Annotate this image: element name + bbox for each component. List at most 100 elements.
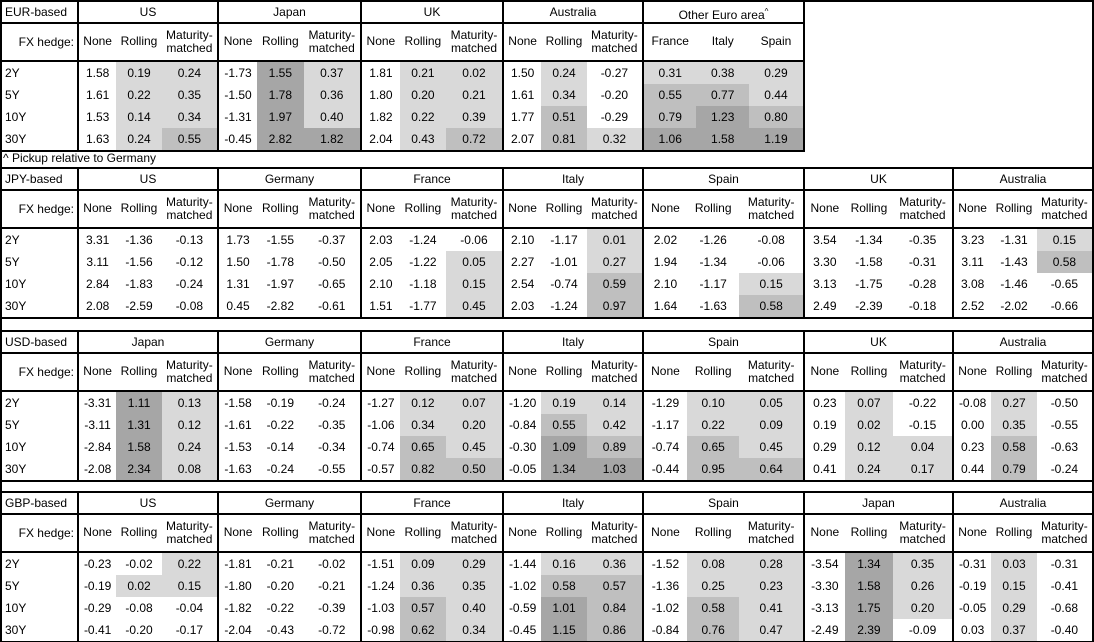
hedge-header: None <box>958 525 987 540</box>
value-cell: 1.15 <box>541 619 587 641</box>
value-cell: 1.06 <box>644 128 697 150</box>
hedge-header: None <box>366 34 396 49</box>
value-cell: 2.04 <box>369 132 393 146</box>
hedge-header: Spain <box>760 34 792 49</box>
data-row: 3.08 -1.46 -0.65 <box>954 273 1092 295</box>
value-cell: 1.77 <box>510 110 535 124</box>
data-row: 1.82 0.22 0.39 <box>362 106 502 128</box>
value-cell: 0.23 <box>960 440 985 454</box>
value-cell: -0.55 <box>318 462 346 476</box>
hedge-header: Rolling <box>545 201 583 216</box>
value-cell: 0.50 <box>445 458 502 480</box>
value-cell: 1.11 <box>116 392 162 414</box>
value-cell: -0.41 <box>83 623 112 637</box>
value-cell: 0.22 <box>161 553 217 575</box>
hedge-header: Rolling <box>545 525 583 540</box>
value-cell: 2.10 <box>653 277 678 291</box>
hedge-header: Maturity-matched <box>1041 518 1088 546</box>
value-cell: 1.19 <box>748 128 803 150</box>
data-row: -1.61 -0.22 -0.35 <box>219 414 360 436</box>
value-cell: 0.86 <box>586 619 642 641</box>
country-header: Italy <box>504 169 642 191</box>
value-cell: 0.29 <box>813 440 837 454</box>
hedge-header: None <box>366 201 396 216</box>
value-cell: 0.02 <box>445 62 502 84</box>
value-cell: 1.23 <box>696 106 749 128</box>
value-cell: 1.31 <box>226 277 250 291</box>
hedge-header: Maturity-matched <box>450 357 498 385</box>
fx-hedge-label: FX hedge: <box>2 191 77 229</box>
hedge-header: Maturity-matched <box>591 518 638 546</box>
hedge-header: Rolling <box>545 34 583 49</box>
value-cell: 0.14 <box>116 106 162 128</box>
value-cell: 0.65 <box>399 436 446 458</box>
hedge-header-row: None Rolling Maturity-matched <box>504 354 642 392</box>
tenor-label: 5Y <box>5 418 20 432</box>
hedge-header: Maturity-matched <box>899 518 946 546</box>
value-cell: -1.20 <box>508 396 537 410</box>
data-row: 2.05 -1.22 0.05 <box>362 251 502 273</box>
data-row: -0.23 -0.02 0.22 <box>79 553 217 575</box>
value-cell: -0.28 <box>908 277 937 291</box>
value-cell: 0.36 <box>399 575 446 597</box>
hedge-header: None <box>83 201 112 216</box>
value-cell: 0.34 <box>161 106 217 128</box>
value-cell: -1.22 <box>409 255 437 269</box>
data-row: -2.49 2.39 -0.09 <box>805 619 952 641</box>
data-row: -3.31 1.11 0.13 <box>79 392 217 414</box>
hedge-header-row: None Rolling Maturity-matched <box>954 191 1092 229</box>
tenor-label: 5Y <box>5 88 20 102</box>
value-cell: -0.02 <box>125 557 153 571</box>
value-cell: 0.81 <box>541 128 587 150</box>
data-row: -0.19 0.02 0.15 <box>79 575 217 597</box>
value-cell: 0.23 <box>739 575 803 597</box>
value-cell: 0.24 <box>116 128 162 150</box>
value-cell: -1.63 <box>224 462 252 476</box>
hedge-header: Maturity-matched <box>166 27 213 55</box>
value-cell: 0.95 <box>686 458 740 480</box>
value-cell: 0.35 <box>991 414 1037 436</box>
country-header: UK <box>362 2 502 24</box>
hedge-header-row: None Rolling Maturity-matched <box>219 515 360 553</box>
value-cell: 0.24 <box>161 62 217 84</box>
value-cell: 0.45 <box>739 436 803 458</box>
value-cell: 3.30 <box>813 255 837 269</box>
value-cell: 0.35 <box>893 553 952 575</box>
country-name: UK <box>870 172 887 186</box>
value-cell: -1.17 <box>651 418 680 432</box>
value-cell: 0.58 <box>991 436 1037 458</box>
value-cell: 0.38 <box>696 62 749 84</box>
value-cell: 2.10 <box>510 233 535 247</box>
value-cell: 0.03 <box>960 623 985 637</box>
country-name: Japan <box>131 335 165 349</box>
country-panel: Australia None Rolling Maturity-matched -0.0… <box>952 332 1092 480</box>
hedge-header: Rolling <box>404 364 442 379</box>
data-row: 1.06 1.58 1.19 <box>644 128 803 150</box>
value-cell: -1.81 <box>224 557 252 571</box>
data-row: 0.19 0.02 -0.15 <box>805 414 952 436</box>
hedge-header: Maturity-matched <box>591 27 638 55</box>
hedge-header: None <box>508 34 537 49</box>
value-cell: -0.20 <box>266 579 294 593</box>
country-panel: Germany None Rolling Maturity-matched 1.73 -1… <box>217 169 360 317</box>
value-cell: 0.39 <box>445 106 502 128</box>
value-cell: -0.21 <box>318 579 346 593</box>
hedge-header: Rolling <box>850 201 888 216</box>
value-cell: 0.02 <box>844 414 894 436</box>
value-cell: -0.84 <box>508 418 537 432</box>
data-row: -3.13 1.75 0.20 <box>805 597 952 619</box>
value-cell: 0.29 <box>991 597 1037 619</box>
hedge-header: None <box>508 525 537 540</box>
data-row: 3.54 -1.34 -0.35 <box>805 229 952 251</box>
tenor-label: 30Y <box>5 462 27 476</box>
hedge-header: Maturity-matched <box>1041 194 1088 222</box>
value-cell: -0.22 <box>908 396 937 410</box>
data-row: -1.02 0.58 0.41 <box>644 597 803 619</box>
data-row: -0.74 0.65 0.45 <box>362 436 502 458</box>
value-cell: -0.84 <box>651 623 680 637</box>
value-cell: 0.25 <box>686 575 740 597</box>
value-cell: 0.08 <box>686 553 740 575</box>
data-row: -0.59 1.01 0.84 <box>504 597 642 619</box>
value-cell: -0.17 <box>175 623 204 637</box>
value-cell: 0.62 <box>399 619 446 641</box>
